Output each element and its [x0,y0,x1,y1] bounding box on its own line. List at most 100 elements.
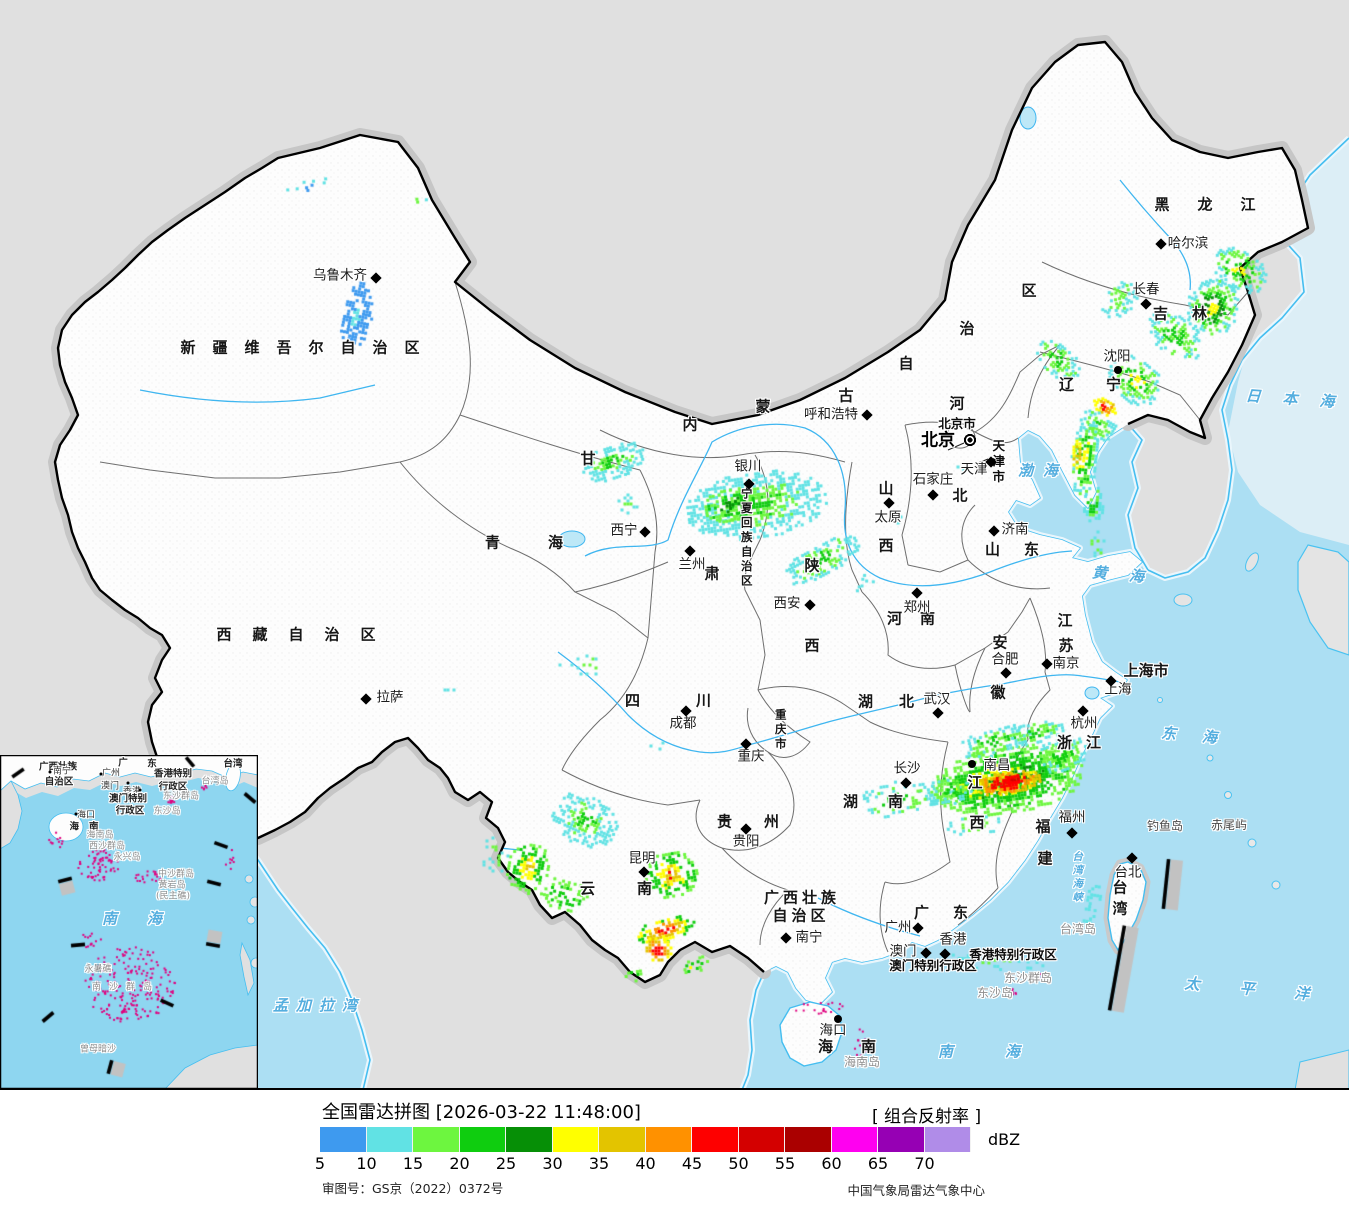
colorbar-segment [878,1127,925,1152]
map-label: 治 [959,319,975,338]
map-label: 银川 [734,458,762,475]
map-label: 徽 [990,683,1006,702]
map-label: 拉萨 [376,689,404,706]
map-label: 江 [967,773,983,792]
map-label: 苏 [1058,636,1074,655]
map-label: 福州 [1058,809,1086,826]
unit-label: dBZ [988,1130,1021,1149]
map-label: 昆明 [628,850,656,867]
map-label: 辽宁 [1058,375,1154,394]
city-marker [684,545,696,557]
city-marker [74,812,78,816]
map-label: 陕 [804,556,820,575]
map-label: 广 [118,757,128,769]
city-marker [1140,298,1152,310]
city-marker [370,272,382,284]
map-label: 台湾岛 [1059,922,1097,936]
map-label: 香港 [122,786,142,797]
map-label: 黑龙江 [1154,195,1284,214]
map-label: 吉林 [1152,304,1232,323]
colorbar-segment [924,1127,971,1152]
map-label: 湖南 [842,792,934,811]
map-label: 海口 [819,1022,847,1039]
city-marker [1126,852,1138,864]
map-label: 内 [682,415,698,434]
map-label: 山 [878,479,894,498]
colorbar-tick: 65 [867,1154,889,1173]
map-label: 海南岛 [843,1055,881,1069]
colorbar-segment [552,1127,599,1152]
map-label: 合肥 [991,651,1019,668]
map-label: 香港特别行政区 [969,946,1057,962]
capital-marker [963,433,977,447]
map-label: 海南岛 [86,830,114,841]
map-label: 太原 [874,509,902,526]
map-label: 西 [969,813,985,832]
map-label: 武汉 [923,691,951,708]
map-label: 太平洋 [1184,974,1349,1007]
map-label: 郑州 [903,599,931,616]
city-marker [927,489,939,501]
map-label: 澳门 [100,781,120,792]
colorbar-segment [366,1127,413,1152]
map-label: 台湾海峡 [1071,851,1084,905]
map-label: 南宁 [795,929,823,946]
colorbar-tick: 15 [402,1154,424,1173]
map-label: 香港特别 [153,768,193,780]
map-label: 哈尔滨 [1167,235,1209,252]
map-legend-divider [0,1088,1349,1090]
city-marker [639,526,651,538]
map-label: 东沙岛 [153,806,181,817]
city-marker [883,497,895,509]
map-label: 东 [147,758,157,770]
city-marker [1041,658,1053,670]
map-title: 全国雷达拼图 [2026-03-22 11:48:00] [322,1102,641,1123]
map-label: 杭州 [1070,715,1098,732]
legend-panel: 全国雷达拼图 [2026-03-22 11:48:00] [ 组合反射率 ] 5… [0,1090,1349,1208]
colorbar-segment [738,1127,785,1152]
map-label: 中沙群岛 [157,869,195,880]
map-label: 肃 [704,564,720,583]
map-label: 乌鲁木齐 [313,267,367,284]
map-label: 自 [898,354,914,373]
map-label: 西藏自治区 [216,625,397,644]
map-label: 香港 [939,931,967,948]
city-marker [804,599,816,611]
map-label: 台湾岛 [201,776,229,787]
map-label: 蒙 [755,397,771,416]
colorbar-segment [831,1127,878,1152]
map-label: 呼和浩特 [804,406,858,423]
map-label: 台北 [1114,864,1142,881]
map-label: 行政区 [158,781,188,793]
map-label: 四川 [624,691,768,710]
map-label: 广西壮族 [763,888,841,907]
map-label: 自治区 [44,776,74,788]
product-label: [ 组合反射率 ] [872,1107,982,1127]
map-label: 福 [1035,817,1051,836]
map-label: 北京市 [938,415,976,431]
colorbar-tick: 35 [588,1154,610,1173]
colorbar-ticks: 5 10 15 20 25 30 35 40 45 50 55 60 65 70 [315,1154,1020,1174]
map-label: 海南 [817,1037,905,1056]
map-label: 行政区 [115,805,145,817]
map-license: 审图号：GS京（2022）0372号 [322,1181,504,1196]
map-label: 黄岩岛 [158,880,186,891]
city-marker [126,781,130,785]
colorbar-segment [320,1127,367,1152]
map-label: 山东 [984,540,1064,559]
map-label: 黄海 [1091,563,1167,588]
map-label: 澳门特别 [108,793,148,805]
map-label: 宁夏回族自治区 [739,487,754,589]
map-label: 上海市 [1123,661,1169,680]
map-label: 西 [878,536,894,555]
city-marker [360,693,372,705]
credit-label: 中国气象局雷达气象中心 [847,1183,985,1198]
colorbar-tick: 70 [914,1154,935,1173]
colorbar-segment [785,1127,832,1152]
city-marker [834,1015,842,1023]
map-label: 天津 [960,461,988,478]
city-marker [912,922,924,934]
map-label: 区 [1021,281,1037,300]
map-label: 浙江 [1056,733,1116,752]
